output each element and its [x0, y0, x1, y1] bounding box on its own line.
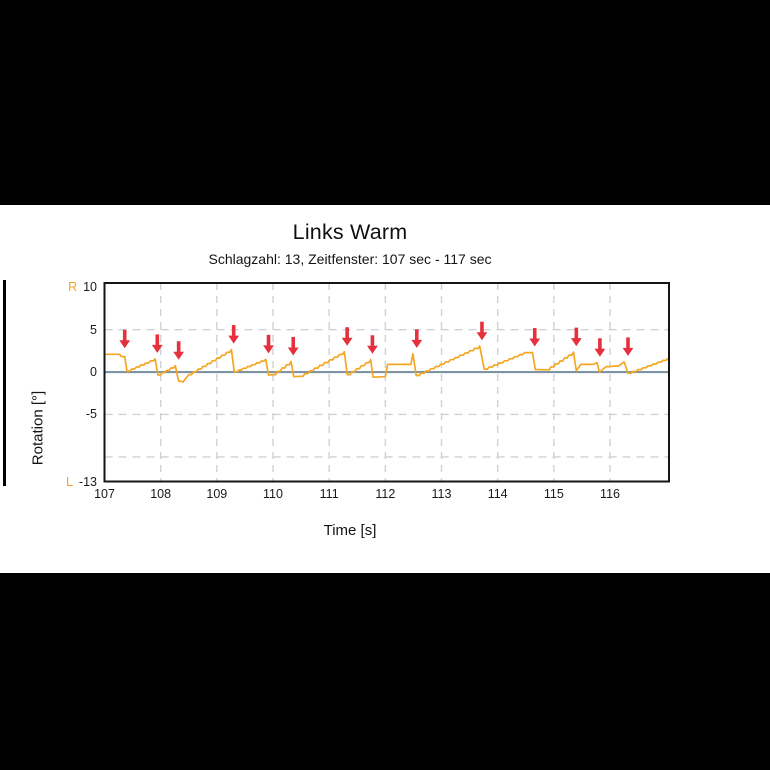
- stroke-arrow-icon: [598, 338, 602, 350]
- stroke-arrow-icon: [155, 334, 160, 346]
- y-tick-value: 0: [90, 365, 97, 380]
- axis-side-label: L: [65, 474, 73, 489]
- stroke-arrow-icon: [622, 347, 634, 356]
- x-tick-label: 115: [543, 487, 564, 501]
- stroke-arrow-icon: [341, 337, 353, 346]
- x-tick-label: 113: [431, 487, 452, 501]
- y-tick-label: 5: [37, 322, 97, 338]
- left-edge-bar: [3, 280, 6, 486]
- x-tick-label: 109: [206, 487, 228, 501]
- stroke-arrow-icon: [228, 335, 240, 344]
- x-tick-label: 107: [94, 487, 115, 501]
- stroke-arrow-icon: [151, 344, 163, 353]
- plot-border: [103, 282, 670, 483]
- y-tick-label: L -13: [37, 474, 97, 490]
- stroke-arrow-icon: [231, 325, 236, 337]
- y-tick-value: 10: [83, 280, 97, 295]
- y-tick-value: 5: [90, 322, 97, 337]
- stroke-arrow-icon: [626, 337, 630, 349]
- stroke-arrow-icon: [532, 328, 537, 340]
- bottom-letterbox: [0, 573, 770, 770]
- x-tick-label: 108: [150, 487, 172, 501]
- stroke-arrow-icon: [266, 334, 271, 346]
- chart-title: Links Warm: [292, 220, 408, 244]
- y-tick-label: 0: [37, 364, 97, 380]
- stroke-arrow-icon: [370, 335, 375, 347]
- stroke-arrow-icon: [367, 345, 378, 354]
- x-tick-label: 116: [600, 487, 620, 501]
- stroke-arrow-icon: [529, 338, 541, 347]
- stroke-arrow-icon: [594, 348, 606, 357]
- chart-panel: Links Warm Schlagzahl: 13, Zeitfenster: …: [0, 205, 770, 573]
- stroke-arrow-icon: [291, 336, 296, 348]
- stroke-arrow-icon: [574, 327, 579, 339]
- stroke-arrow-icon: [263, 345, 274, 354]
- stroke-arrow-icon: [122, 329, 127, 341]
- rotation-curve: [104, 345, 669, 383]
- stroke-arrow-icon: [480, 321, 484, 333]
- x-tick-label: 110: [263, 487, 283, 501]
- stroke-arrow-icon: [345, 327, 349, 339]
- y-tick-label: -5: [37, 406, 97, 422]
- x-tick-label: 112: [375, 487, 396, 501]
- axis-side-label: R: [68, 280, 78, 295]
- x-tick-label: 111: [319, 487, 339, 501]
- top-letterbox: [0, 0, 770, 205]
- stroke-arrow-icon: [476, 332, 488, 341]
- stroke-arrow-icon: [411, 339, 423, 348]
- y-tick-label: R 10: [37, 279, 97, 295]
- stroke-arrow-icon: [570, 338, 582, 347]
- stroke-arrow-icon: [176, 341, 181, 353]
- chart-canvas: [103, 282, 670, 483]
- x-axis-title: Time [s]: [323, 522, 377, 539]
- stroke-arrow-icon: [287, 347, 299, 356]
- x-tick-label: 114: [487, 487, 508, 501]
- stroke-arrow-icon: [415, 329, 419, 341]
- chart-subtitle: Schlagzahl: 13, Zeitfenster: 107 sec - 1…: [208, 251, 492, 267]
- y-tick-value: -5: [85, 407, 97, 422]
- y-tick-value: -13: [78, 474, 97, 489]
- stroke-arrow-icon: [119, 340, 131, 349]
- stroke-arrow-icon: [173, 351, 185, 360]
